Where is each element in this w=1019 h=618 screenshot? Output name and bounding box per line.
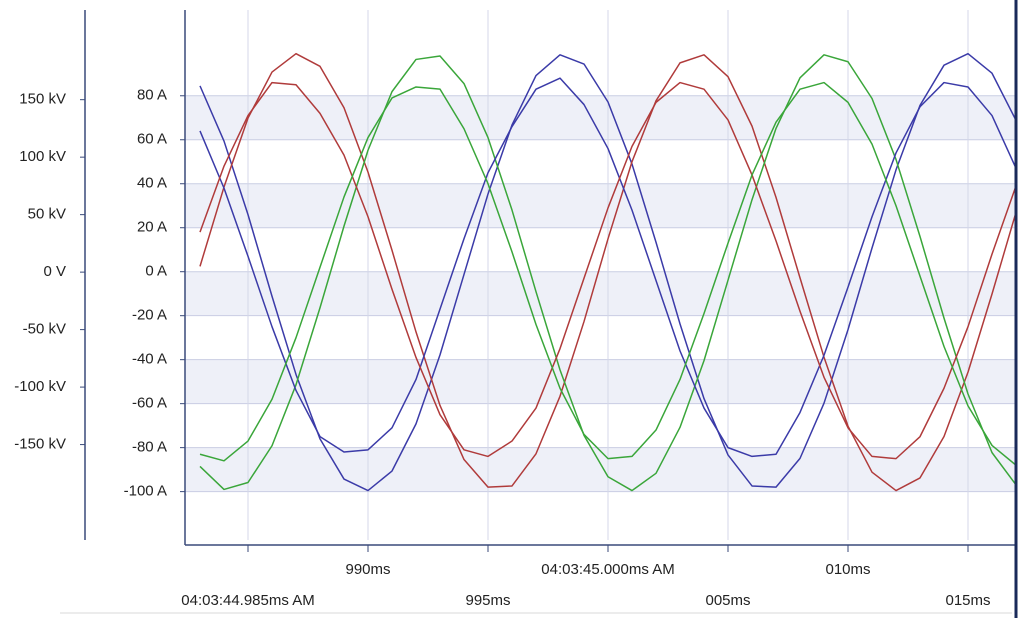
x-tick-label: 015ms	[945, 592, 990, 609]
y-tick-label: 60 A	[137, 131, 167, 148]
x-tick-label: 005ms	[705, 592, 750, 609]
y-tick-label: -20 A	[132, 307, 167, 324]
y-tick-label: 0 A	[145, 263, 167, 280]
x-tick-label: 04:03:45.000ms AM	[541, 561, 674, 578]
x-tick-label: 010ms	[825, 561, 870, 578]
series-line	[199, 52, 1015, 492]
y2-tick-label: -50 kV	[23, 321, 66, 338]
series-line	[199, 81, 1015, 460]
y2-tick-label: 100 kV	[19, 148, 66, 165]
series-line	[199, 81, 1015, 466]
grid-band	[185, 359, 1015, 404]
grid-band	[185, 271, 1015, 316]
y2-tick-label: 0 V	[43, 263, 66, 280]
y2-tick-label: 50 kV	[28, 206, 66, 223]
x-tick-label: 04:03:44.985ms AM	[181, 592, 314, 609]
y-tick-label: -80 A	[132, 439, 167, 456]
y2-tick-label: -100 kV	[14, 378, 66, 395]
y2-tick-label: 150 kV	[19, 91, 66, 108]
y-tick-label: 20 A	[137, 219, 167, 236]
x-tick-label: 995ms	[465, 592, 510, 609]
y-tick-label: 40 A	[137, 175, 167, 192]
y-tick-label: -100 A	[124, 483, 167, 500]
y-tick-label: -60 A	[132, 395, 167, 412]
series-line	[199, 52, 1015, 492]
y-tick-label: -40 A	[132, 351, 167, 368]
series-line	[199, 54, 1015, 492]
grid-band	[185, 447, 1015, 492]
y-tick-label: 80 A	[137, 87, 167, 104]
series-line	[199, 77, 1015, 458]
y2-tick-label: -150 kV	[14, 436, 66, 453]
x-tick-label: 990ms	[345, 561, 390, 578]
